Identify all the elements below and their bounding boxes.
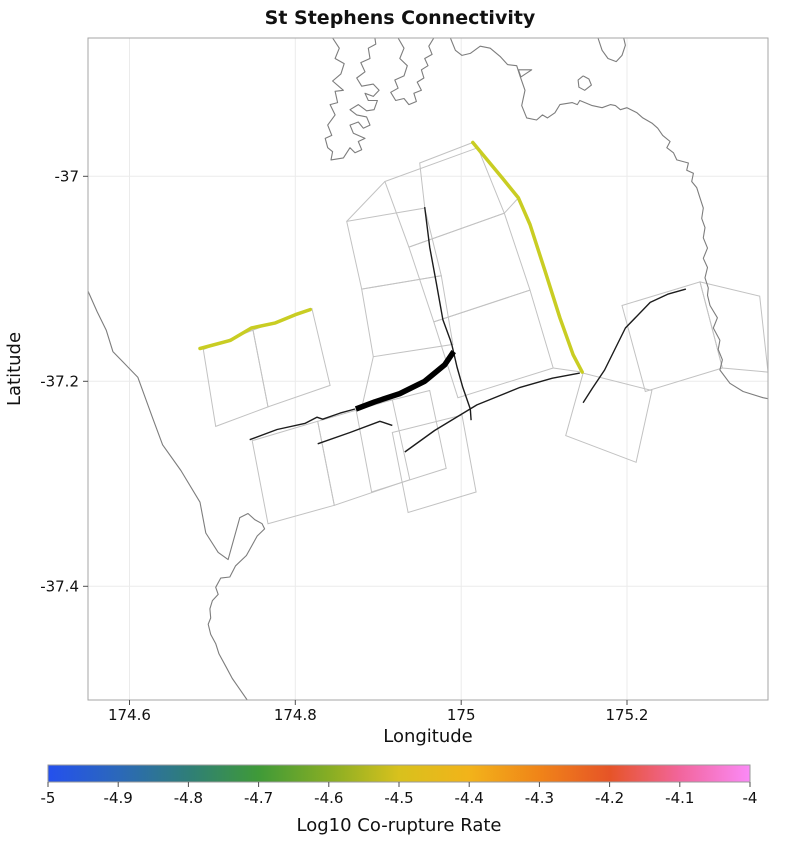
coastline xyxy=(449,38,768,400)
colorbar-tick-label: -4.1 xyxy=(665,789,694,807)
fault-polygon-edge xyxy=(346,181,386,222)
y-tick-label: -37.4 xyxy=(40,577,79,595)
y-tick-label: -37.2 xyxy=(40,372,79,390)
coastline xyxy=(88,290,266,700)
colorbar-ticks: -5 -4.9 -4.8 -4.7 -4.6 -4.5 -4.4 -4.3 -4.2 -4.1 -4 xyxy=(41,782,758,807)
colorbar-tick-label: -4.3 xyxy=(525,789,554,807)
fault-polygon-edge xyxy=(553,367,583,373)
corupture-fault-trace xyxy=(198,307,312,351)
fault-polygon xyxy=(361,275,454,358)
fault-polygon xyxy=(699,281,768,373)
colorbar-tick-label: -5 xyxy=(41,789,56,807)
x-axis-label: Longitude xyxy=(383,726,473,747)
plot-border xyxy=(87,37,769,701)
colorbar xyxy=(48,765,750,782)
colorbar-tick-label: -4.8 xyxy=(174,789,203,807)
colorbar-tick-label: -4.9 xyxy=(104,789,133,807)
y-axis-label: Latitude xyxy=(4,332,25,406)
fault-polygon xyxy=(355,389,447,493)
axis-ticks: 174.6 174.8 175 175.2 -37 -37.2 -37.4 xyxy=(40,167,648,724)
coastline xyxy=(597,38,626,63)
colorbar-tick-label: -4.7 xyxy=(244,789,273,807)
coastline xyxy=(324,38,380,161)
colorbar-tick-label: -4.5 xyxy=(384,789,413,807)
colorbar-tick-label: -4.4 xyxy=(455,789,484,807)
fault-polygon xyxy=(384,147,505,248)
fault-polygon xyxy=(391,414,477,514)
fault-trace xyxy=(582,288,687,404)
x-tick-label: 174.6 xyxy=(108,706,151,724)
fault-polygon xyxy=(621,281,724,393)
y-tick-label: -37 xyxy=(55,167,80,185)
grid-lines xyxy=(88,38,768,700)
highlight-fault-trace xyxy=(354,350,456,412)
fault-polygon xyxy=(252,307,331,408)
x-tick-label: 174.8 xyxy=(274,706,317,724)
fault-trace xyxy=(249,408,356,441)
fault-polygon-edge xyxy=(503,197,519,214)
fault-polygon xyxy=(251,420,335,525)
colorbar-label: Log10 Co-rupture Rate xyxy=(297,815,502,836)
x-tick-label: 175 xyxy=(447,706,476,724)
coastline xyxy=(517,69,533,78)
fault-polygon-edge xyxy=(361,356,374,409)
colorbar-tick-label: -4.6 xyxy=(314,789,343,807)
colorbar-tick-label: -4 xyxy=(743,789,758,807)
fault-polygon-edge xyxy=(419,142,473,208)
fault-trace xyxy=(424,207,472,421)
fault-polygon xyxy=(346,207,442,290)
coastline xyxy=(390,38,435,106)
coastline xyxy=(577,75,592,91)
corupture-fault-trace xyxy=(471,140,584,374)
plot-title: St Stephens Connectivity xyxy=(265,7,536,29)
x-tick-label: 175.2 xyxy=(606,706,649,724)
fault-polygon xyxy=(565,372,653,463)
map-features xyxy=(88,38,768,700)
colorbar-tick-label: -4.2 xyxy=(595,789,624,807)
fault-trace xyxy=(404,372,580,453)
fault-trace xyxy=(317,420,393,445)
